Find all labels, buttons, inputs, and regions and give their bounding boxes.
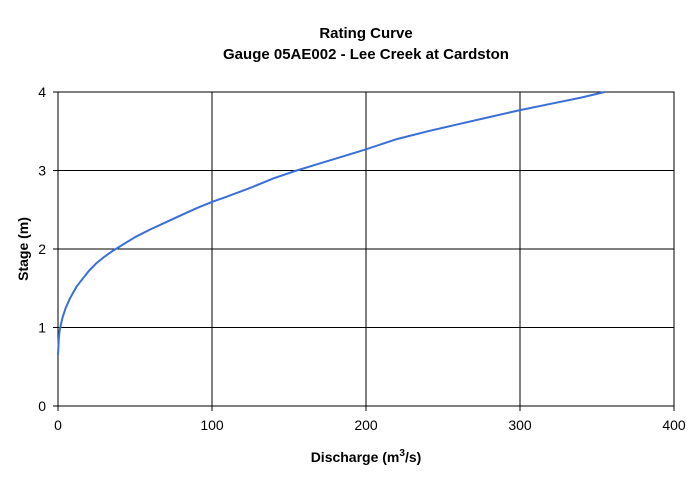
chart-title: Rating Curve [319, 25, 413, 42]
x-tick-label: 200 [354, 417, 378, 433]
y-axis-ticks: 0 1 2 3 4 [38, 84, 58, 414]
y-tick-label: 2 [38, 241, 46, 257]
x-axis-label-sup: 3 [399, 448, 405, 459]
x-tick-label: 0 [54, 417, 62, 433]
x-tick-label: 100 [200, 417, 224, 433]
x-tick-label: 300 [508, 417, 532, 433]
x-axis-label-main: Discharge (m [311, 449, 400, 465]
x-axis-ticks: 0 100 200 300 400 [54, 406, 686, 433]
y-axis-label: Stage (m) [15, 217, 31, 281]
x-axis-label-tail: /s) [405, 449, 421, 465]
series-layer [57, 91, 605, 356]
x-axis-label: Discharge (m3/s) [311, 448, 422, 465]
grid-lines [58, 92, 674, 406]
x-tick-label: 400 [662, 417, 686, 433]
y-tick-label: 1 [38, 320, 46, 336]
y-tick-label: 3 [38, 163, 46, 179]
series-line-0 [57, 91, 605, 356]
y-tick-label: 0 [38, 398, 46, 414]
y-tick-label: 4 [38, 84, 46, 100]
chart-subtitle: Gauge 05AE002 - Lee Creek at Cardston [223, 46, 509, 63]
